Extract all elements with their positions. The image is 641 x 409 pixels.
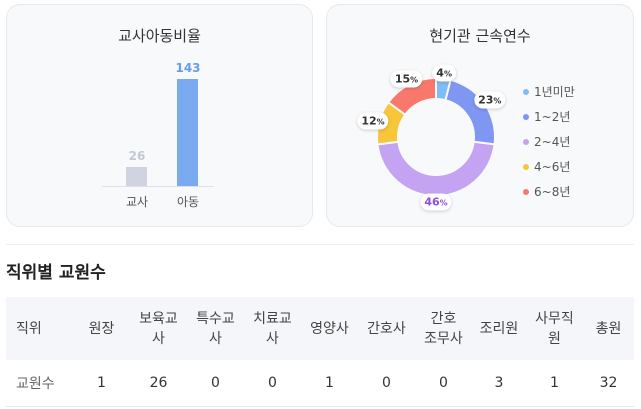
table-header-row: 직위 원장 보육교 사 특수교 사 치료교 사 영양사 간호사 간호 조무사 조리원 사무직 원 총원 [6, 297, 634, 360]
column-header: 원장 [88, 320, 115, 337]
bar-baseline [102, 186, 214, 187]
table-cell: 1 [97, 374, 106, 391]
column-header: 직위 [16, 320, 42, 337]
table-cell: 0 [211, 374, 220, 391]
legend-item: 2~4년 [523, 129, 575, 154]
column-header: 보육교 사 [139, 310, 178, 347]
table-cell: 0 [439, 374, 448, 391]
table-cell: 26 [149, 374, 168, 391]
staff-table: 직위 원장 보육교 사 특수교 사 치료교 사 영양사 간호사 간호 조무사 조리원 사무직 원 총원 교원수… [6, 297, 634, 407]
table-cell: 0 [382, 374, 391, 391]
legend-item: 1년미만 [523, 79, 575, 104]
tenure-legend: 1년미만 1~2년 2~4년 4~6년 6~8년 [523, 79, 575, 204]
legend-label: 6~8년 [534, 185, 571, 199]
legend-item: 1~2년 [523, 104, 575, 129]
ratio-bar-1 [177, 79, 198, 186]
legend-dot-icon [523, 138, 529, 145]
column-header: 사무직 원 [535, 310, 574, 347]
legend-dot-icon [523, 163, 529, 170]
table-cell: 1 [550, 374, 559, 391]
donut-slice-label: 23% [474, 91, 506, 109]
legend-item: 4~6년 [523, 154, 575, 179]
donut-slice-1 [444, 78, 496, 146]
donut-slice-label: 4% [432, 64, 456, 81]
donut-slice-label: 46% [420, 193, 452, 211]
section-divider [6, 244, 634, 245]
table-row: 교원수 1 26 0 0 1 0 0 3 1 32 [6, 360, 634, 406]
column-header: 치료교 사 [253, 310, 292, 347]
legend-label: 4~6년 [534, 160, 571, 174]
table-cell: 3 [494, 374, 504, 391]
table-cell: 32 [599, 374, 618, 391]
column-header: 간호사 [367, 320, 406, 337]
ratio-bar-value: 143 [175, 61, 201, 75]
donut-slice-label: 12% [357, 112, 389, 130]
donut-slice-2 [376, 140, 496, 197]
legend-label: 1년미만 [534, 85, 575, 99]
legend-dot-icon [523, 188, 529, 195]
row-label: 교원수 [16, 375, 55, 392]
ratio-bar-value: 26 [128, 149, 146, 163]
column-header: 조리원 [479, 320, 519, 337]
table-cell: 1 [325, 374, 334, 391]
legend-dot-icon [523, 113, 529, 120]
column-header: 영양사 [310, 320, 349, 337]
ratio-bar-label: 교사 [125, 195, 149, 209]
legend-label: 1~2년 [534, 110, 571, 124]
column-header: 총원 [595, 320, 622, 337]
legend-dot-icon [523, 88, 529, 95]
donut-slice-label: 15% [390, 70, 423, 88]
tenure-card: 현기관 근속연수 4% 23% 46% 12% 15% 1년미만 1~2년 2~4년 4~6년… [326, 4, 634, 227]
table-cell: 0 [268, 374, 277, 391]
ratio-card-title: 교사아동비율 [118, 27, 201, 45]
column-header: 간호 조무사 [424, 310, 463, 347]
legend-item: 6~8년 [523, 179, 575, 204]
staff-section-title: 직위별 교원수 [6, 263, 106, 283]
ratio-bar-label: 아동 [176, 195, 200, 209]
teacher-child-ratio-card: 교사아동비율 26 교사 143 아동 [6, 4, 313, 227]
tenure-card-title: 현기관 근속연수 [429, 27, 531, 45]
legend-label: 2~4년 [534, 135, 571, 149]
column-header: 특수교 사 [196, 310, 235, 347]
ratio-bar-0 [126, 167, 147, 186]
